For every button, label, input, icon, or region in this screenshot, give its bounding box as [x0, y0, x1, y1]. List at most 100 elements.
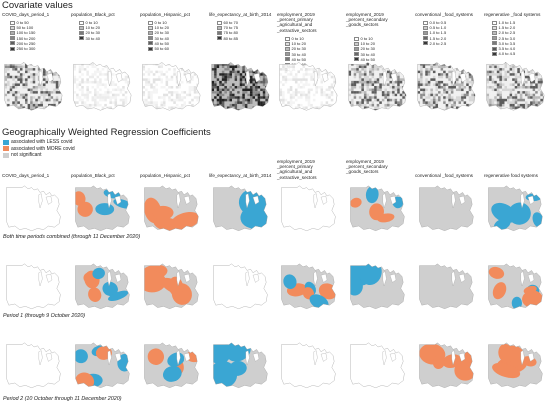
county-cell	[35, 75, 38, 79]
county-cell	[9, 101, 13, 105]
county-cell	[468, 80, 472, 84]
county-cell	[381, 91, 385, 94]
county-cell	[514, 101, 518, 105]
county-cell	[392, 101, 395, 105]
county-cell	[504, 65, 508, 69]
county-cell	[363, 62, 367, 64]
county-cell	[255, 109, 258, 111]
county-cell	[512, 98, 515, 102]
county-cell	[270, 101, 273, 104]
more-covid-area	[498, 343, 514, 363]
county-cell	[198, 86, 201, 89]
county-cell	[114, 83, 118, 87]
county-cell	[4, 86, 8, 89]
legend-swatch-ns	[3, 152, 9, 158]
county-cell	[427, 80, 431, 84]
county-cell	[48, 96, 51, 99]
county-cell	[55, 86, 59, 89]
county-cell	[244, 103, 248, 107]
county-cell	[317, 83, 321, 87]
county-cell	[294, 88, 298, 92]
county-cell	[155, 106, 159, 110]
county-cell	[249, 106, 253, 110]
county-cell	[504, 91, 508, 94]
county-cell	[216, 106, 220, 110]
county-cell	[4, 101, 8, 105]
county-cell	[127, 70, 131, 74]
county-cell	[323, 86, 326, 89]
county-cell	[30, 83, 33, 87]
county-cell	[119, 86, 123, 89]
county-cell	[435, 98, 439, 102]
county-cell	[260, 93, 263, 97]
county-cell	[430, 103, 434, 107]
county-cell	[468, 101, 472, 105]
county-cell	[91, 96, 95, 99]
county-cell	[76, 96, 79, 99]
county-cell	[157, 80, 161, 84]
county-cell	[507, 103, 510, 107]
covariate-legend-text: 0.5 to 1.0	[429, 25, 447, 31]
county-cell	[132, 106, 135, 109]
county-cell	[356, 109, 359, 111]
covariate-legend-text: 10 to 20	[360, 41, 375, 47]
county-cell	[297, 62, 301, 66]
county-cell	[88, 68, 92, 71]
county-cell	[173, 73, 176, 76]
county-cell	[170, 62, 174, 64]
county-cell	[193, 106, 197, 110]
county-cell	[152, 68, 156, 71]
covariate-legend-text: 50 to 100	[16, 25, 34, 31]
county-cell	[106, 91, 110, 94]
county-cell	[9, 62, 13, 64]
county-cell	[94, 106, 97, 110]
county-cell	[443, 103, 446, 107]
county-cell	[27, 78, 31, 82]
county-cell	[188, 93, 192, 97]
county-cell	[445, 80, 449, 84]
county-cell	[310, 86, 313, 89]
county-cell	[88, 98, 92, 102]
county-cell	[443, 93, 446, 97]
county-cell	[252, 75, 256, 79]
county-cell	[376, 88, 380, 92]
county-cell	[287, 96, 290, 99]
county-cell	[279, 91, 280, 94]
county-cell	[50, 65, 54, 69]
county-cell	[496, 98, 500, 102]
county-cell	[265, 78, 269, 82]
county-cell	[328, 80, 331, 84]
county-cell	[542, 65, 545, 69]
county-cell	[363, 101, 367, 105]
county-cell	[214, 109, 217, 111]
county-cell	[463, 62, 467, 64]
county-cell	[145, 106, 148, 110]
covariate-legend-text: 0 to 10	[360, 36, 373, 42]
county-cell	[348, 96, 349, 99]
county-cell	[386, 62, 390, 66]
county-cell	[501, 75, 505, 79]
county-cell	[425, 91, 428, 94]
county-cell	[106, 93, 110, 97]
county-cell	[282, 70, 285, 74]
county-cell	[145, 101, 148, 105]
county-cell	[119, 93, 123, 97]
county-cell	[73, 68, 74, 71]
county-cell	[496, 101, 500, 105]
county-cell	[535, 68, 538, 71]
county-cell	[310, 93, 313, 97]
gwr0_7-outline	[488, 185, 543, 231]
county-cell	[191, 88, 194, 92]
county-cell	[328, 86, 331, 89]
county-cell	[279, 101, 280, 105]
county-cell	[81, 106, 84, 110]
county-cell	[91, 68, 95, 71]
county-cell	[325, 65, 329, 69]
county-cell	[289, 103, 293, 107]
county-cell	[524, 91, 528, 94]
county-cell	[522, 91, 526, 94]
county-cell	[537, 88, 541, 92]
county-cell	[193, 75, 197, 79]
county-cell	[257, 91, 261, 94]
county-cell	[330, 86, 334, 89]
